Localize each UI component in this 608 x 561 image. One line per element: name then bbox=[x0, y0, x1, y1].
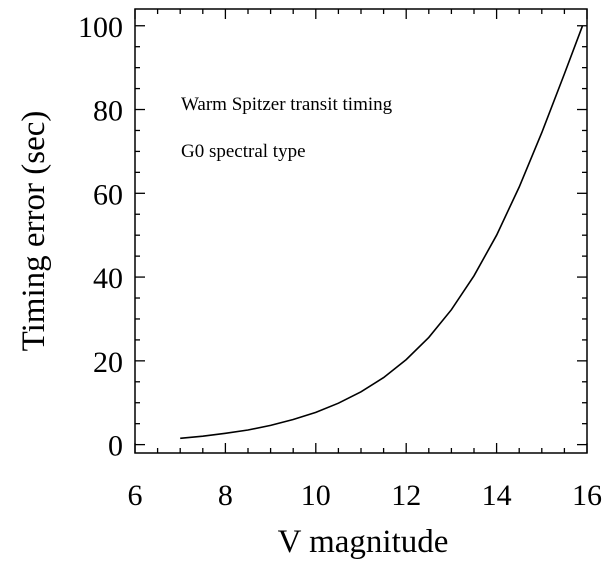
x-tick-label: 10 bbox=[301, 479, 331, 512]
y-tick-label: 80 bbox=[93, 95, 123, 128]
y-axis-title: Timing error (sec) bbox=[16, 111, 52, 352]
x-tick-label: 8 bbox=[218, 479, 233, 512]
y-tick-label: 40 bbox=[93, 262, 123, 295]
annotation-1: Warm Spitzer transit timing bbox=[181, 94, 393, 115]
y-tick-label: 100 bbox=[78, 11, 123, 44]
y-tick-label: 0 bbox=[108, 430, 123, 463]
y-tick-label: 60 bbox=[93, 178, 123, 211]
plot-frame bbox=[134, 8, 588, 454]
x-axis-title: V magnitude bbox=[278, 524, 449, 560]
series-line bbox=[180, 25, 584, 440]
x-tick-label: 14 bbox=[482, 479, 512, 512]
ticks bbox=[134, 9, 588, 453]
tick-labels: 6 8 10 12 14 16 0 20 40 60 80 100 bbox=[78, 11, 602, 512]
y-tick-label: 20 bbox=[93, 346, 123, 379]
annotation-2: G0 spectral type bbox=[181, 141, 306, 162]
x-tick-label: 6 bbox=[128, 479, 143, 512]
x-tick-label: 16 bbox=[572, 479, 602, 512]
x-tick-label: 12 bbox=[391, 479, 421, 512]
